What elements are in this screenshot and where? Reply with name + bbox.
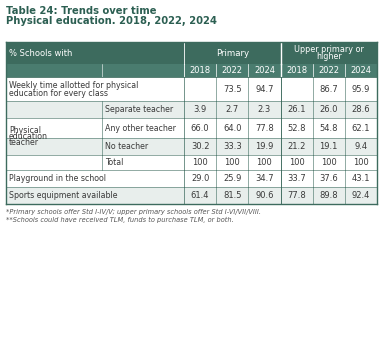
Text: **Schools could have received TLM, funds to purchase TLM, or both.: **Schools could have received TLM, funds… bbox=[6, 217, 234, 223]
Text: 25.9: 25.9 bbox=[223, 174, 241, 183]
Text: education: education bbox=[9, 132, 48, 141]
Text: 2.7: 2.7 bbox=[226, 105, 239, 114]
Text: Physical: Physical bbox=[9, 126, 41, 135]
Text: Primary: Primary bbox=[216, 49, 249, 57]
Text: 100: 100 bbox=[192, 158, 208, 167]
Text: 2018: 2018 bbox=[286, 66, 307, 75]
Bar bbox=[6, 138, 377, 155]
Text: 77.8: 77.8 bbox=[287, 191, 306, 200]
Text: 100: 100 bbox=[224, 158, 240, 167]
Text: 2022: 2022 bbox=[318, 66, 339, 75]
Text: 29.0: 29.0 bbox=[191, 174, 209, 183]
Text: 100: 100 bbox=[289, 158, 304, 167]
Text: Physical education. 2018, 2022, 2024: Physical education. 2018, 2022, 2024 bbox=[6, 16, 217, 26]
Text: *Primary schools offer Std I-IV/V; upper primary schools offer Std I-VI/VII/VIII: *Primary schools offer Std I-IV/V; upper… bbox=[6, 209, 261, 215]
Text: 26.0: 26.0 bbox=[319, 105, 338, 114]
Text: 19.9: 19.9 bbox=[255, 142, 273, 151]
Text: 34.7: 34.7 bbox=[255, 174, 274, 183]
Text: Playground in the school: Playground in the school bbox=[9, 174, 106, 183]
Text: 21.2: 21.2 bbox=[287, 142, 306, 151]
Text: 2024: 2024 bbox=[254, 66, 275, 75]
Text: 52.8: 52.8 bbox=[287, 123, 306, 132]
Text: higher: higher bbox=[316, 52, 342, 61]
Bar bbox=[6, 155, 377, 170]
Text: 62.1: 62.1 bbox=[352, 123, 370, 132]
Text: 33.3: 33.3 bbox=[223, 142, 242, 151]
Text: 90.6: 90.6 bbox=[255, 191, 274, 200]
Text: 95.9: 95.9 bbox=[352, 85, 370, 94]
Text: 73.5: 73.5 bbox=[223, 85, 242, 94]
Text: 86.7: 86.7 bbox=[319, 85, 338, 94]
Text: 26.1: 26.1 bbox=[287, 105, 306, 114]
Bar bbox=[6, 170, 377, 187]
Text: 43.1: 43.1 bbox=[352, 174, 370, 183]
Text: Any other teacher: Any other teacher bbox=[105, 123, 176, 132]
Text: 9.4: 9.4 bbox=[354, 142, 367, 151]
Text: 89.8: 89.8 bbox=[319, 191, 338, 200]
Text: Separate teacher: Separate teacher bbox=[105, 105, 173, 114]
Text: 100: 100 bbox=[321, 158, 337, 167]
Text: Table 24: Trends over time: Table 24: Trends over time bbox=[6, 6, 157, 16]
Bar bbox=[6, 118, 377, 138]
Text: % Schools with: % Schools with bbox=[9, 49, 72, 57]
Text: Upper primary or: Upper primary or bbox=[294, 45, 364, 54]
Text: 77.8: 77.8 bbox=[255, 123, 274, 132]
Bar bbox=[6, 42, 377, 64]
Text: 64.0: 64.0 bbox=[223, 123, 242, 132]
Text: teacher: teacher bbox=[9, 138, 39, 147]
Text: 100: 100 bbox=[257, 158, 272, 167]
Text: Total: Total bbox=[105, 158, 123, 167]
Text: 2024: 2024 bbox=[350, 66, 372, 75]
Text: 94.7: 94.7 bbox=[255, 85, 274, 94]
Text: 28.6: 28.6 bbox=[352, 105, 370, 114]
Text: 19.1: 19.1 bbox=[319, 142, 338, 151]
Text: 2022: 2022 bbox=[222, 66, 243, 75]
Text: 100: 100 bbox=[353, 158, 369, 167]
Text: 92.4: 92.4 bbox=[352, 191, 370, 200]
Text: No teacher: No teacher bbox=[105, 142, 148, 151]
Text: 3.9: 3.9 bbox=[193, 105, 207, 114]
Text: 54.8: 54.8 bbox=[319, 123, 338, 132]
Bar bbox=[6, 77, 377, 101]
Text: 33.7: 33.7 bbox=[287, 174, 306, 183]
Bar bbox=[6, 101, 377, 118]
Text: Sports equipment available: Sports equipment available bbox=[9, 191, 118, 200]
Text: 66.0: 66.0 bbox=[191, 123, 210, 132]
Text: 37.6: 37.6 bbox=[319, 174, 338, 183]
Text: 2018: 2018 bbox=[190, 66, 211, 75]
Bar bbox=[6, 187, 377, 204]
Text: 30.2: 30.2 bbox=[191, 142, 210, 151]
Text: 61.4: 61.4 bbox=[191, 191, 210, 200]
Bar bbox=[6, 64, 377, 77]
Text: education for every class: education for every class bbox=[9, 88, 108, 97]
Text: 2.3: 2.3 bbox=[258, 105, 271, 114]
Text: 81.5: 81.5 bbox=[223, 191, 242, 200]
Text: Weekly time allotted for physical: Weekly time allotted for physical bbox=[9, 80, 138, 89]
